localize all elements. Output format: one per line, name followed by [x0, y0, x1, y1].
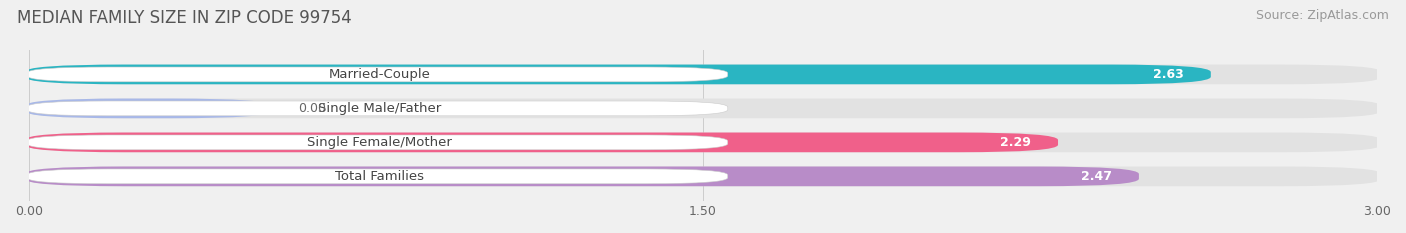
FancyBboxPatch shape [24, 133, 1059, 152]
Text: 2.63: 2.63 [1153, 68, 1184, 81]
Text: Married-Couple: Married-Couple [329, 68, 430, 81]
FancyBboxPatch shape [27, 101, 728, 116]
Text: Source: ZipAtlas.com: Source: ZipAtlas.com [1256, 9, 1389, 22]
Text: 2.29: 2.29 [1000, 136, 1031, 149]
Text: Single Male/Father: Single Male/Father [318, 102, 441, 115]
Text: MEDIAN FAMILY SIZE IN ZIP CODE 99754: MEDIAN FAMILY SIZE IN ZIP CODE 99754 [17, 9, 352, 27]
FancyBboxPatch shape [24, 99, 271, 118]
FancyBboxPatch shape [24, 167, 1382, 186]
FancyBboxPatch shape [27, 67, 728, 82]
FancyBboxPatch shape [24, 99, 1382, 118]
Text: Total Families: Total Families [335, 170, 425, 183]
FancyBboxPatch shape [27, 169, 728, 184]
Text: Single Female/Mother: Single Female/Mother [307, 136, 451, 149]
FancyBboxPatch shape [24, 167, 1139, 186]
Text: 0.00: 0.00 [298, 102, 326, 115]
FancyBboxPatch shape [24, 65, 1211, 84]
Text: 2.47: 2.47 [1081, 170, 1112, 183]
FancyBboxPatch shape [24, 65, 1382, 84]
FancyBboxPatch shape [27, 135, 728, 150]
FancyBboxPatch shape [24, 133, 1382, 152]
